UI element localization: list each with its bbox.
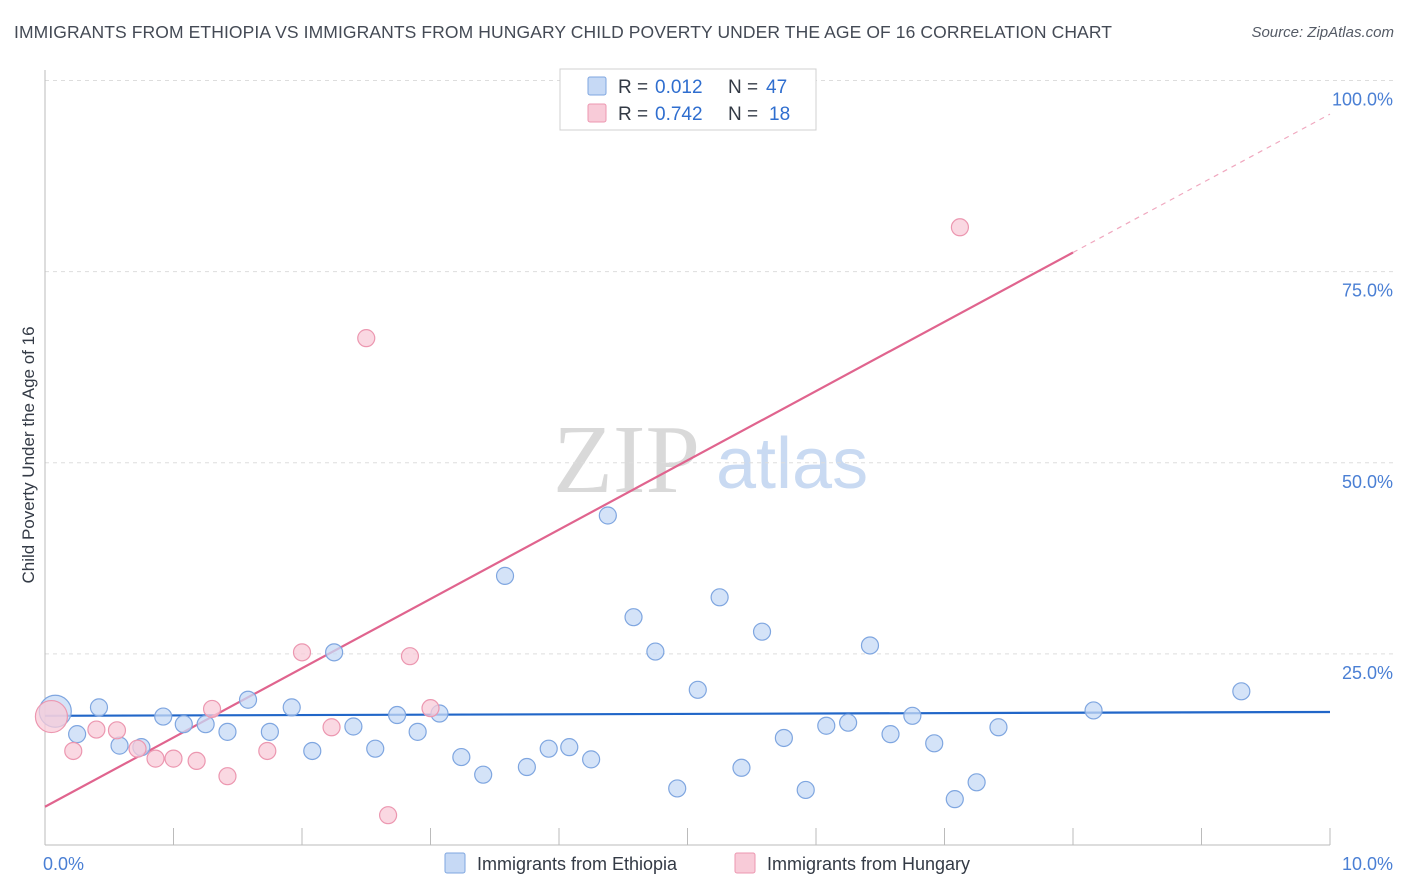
point-ethiopia-42 [945,790,964,809]
point-ethiopia-8 [218,722,237,741]
watermark-zip: ZIP [553,406,700,514]
legend-r-value-hungary: 0.742 [655,104,703,125]
point-hungary-9 [218,767,237,786]
legend-n-label-ethiopia: N = [728,77,758,98]
point-ethiopia-30 [688,680,707,699]
point-ethiopia-13 [325,643,344,662]
point-ethiopia-21 [495,566,515,585]
chart-title: IMMIGRANTS FROM ETHIOPIA VS IMMIGRANTS F… [14,22,1113,42]
legend-swatch-ethiopia [587,76,607,96]
point-ethiopia-11 [282,698,301,717]
point-ethiopia-39 [881,725,900,744]
y-tick-label-50: 50.0% [1342,472,1393,492]
point-ethiopia-29 [668,779,687,798]
point-ethiopia-44 [989,718,1008,737]
x-axis-ticks [44,828,1331,845]
gridlines [45,80,1395,655]
point-ethiopia-35 [796,780,815,800]
point-hungary-15 [400,647,420,666]
y-axis-tick-labels: 25.0% 50.0% 75.0% 100.0% [1332,90,1393,683]
y-tick-label-100: 100.0% [1332,90,1393,110]
point-hungary-4 [128,739,147,758]
point-ethiopia-36 [817,716,836,735]
x-tick-label-min: 0.0% [43,854,84,874]
point-ethiopia-41 [925,734,944,753]
point-hungary-7 [187,751,206,771]
y-axis-label: Child Poverty Under the Age of 16 [19,326,38,583]
point-hungary-10 [258,741,277,761]
point-ethiopia-15 [366,739,385,758]
point-ethiopia-9 [238,690,258,709]
point-ethiopia-17 [408,722,427,741]
point-hungary-3 [107,721,127,740]
point-ethiopia-2 [89,698,109,717]
point-ethiopia-37 [839,713,858,732]
point-hungary-6 [164,749,183,768]
series-legend-label-hungary: Immigrants from Hungary [767,854,970,874]
point-ethiopia-6 [174,715,193,734]
legend-n-label-hungary: N = [728,104,758,125]
point-ethiopia-10 [260,722,279,741]
correlation-legend: R = 0.012 N = 47 R = 0.742 N = 18 [559,68,817,131]
point-hungary-17 [950,218,970,237]
watermark-atlas: atlas [716,424,868,504]
legend-r-value-ethiopia: 0.012 [655,77,703,98]
point-ethiopia-38 [860,636,880,655]
point-ethiopia-12 [303,741,322,761]
point-hungary-13 [357,329,376,348]
point-ethiopia-43 [967,773,986,792]
series-legend: Immigrants from Ethiopia Immigrants from… [444,852,970,874]
point-ethiopia-34 [774,728,793,748]
point-ethiopia-25 [582,750,601,769]
x-tick-label-max: 10.0% [1342,854,1393,874]
point-ethiopia-33 [752,622,772,641]
legend-r-label-hungary: R = [618,104,648,125]
point-ethiopia-22 [517,757,536,777]
point-hungary-16 [421,699,440,718]
y-tick-label-25: 25.0% [1342,663,1393,683]
point-hungary-2 [87,720,106,739]
point-ethiopia-27 [624,608,643,627]
legend-r-label-ethiopia: R = [618,77,648,98]
point-ethiopia-45 [1084,701,1103,720]
point-ethiopia-28 [646,642,665,661]
point-hungary-5 [146,749,165,768]
point-hungary-1 [64,741,83,761]
point-ethiopia-40 [903,706,922,725]
point-hungary-0 [34,699,69,734]
point-ethiopia-32 [732,758,751,777]
point-ethiopia-7 [196,715,215,734]
point-ethiopia-5 [154,707,173,726]
point-ethiopia-26 [598,506,617,525]
series-legend-swatch-hungary [734,852,756,874]
point-ethiopia-23 [539,739,558,758]
data-points [34,218,1251,825]
point-ethiopia-16 [387,705,407,725]
trend-lines [44,113,1331,808]
legend-swatch-hungary [587,103,607,123]
point-ethiopia-19 [452,747,471,767]
point-ethiopia-20 [474,765,493,784]
point-ethiopia-3 [110,736,129,755]
legend-n-value-ethiopia: 47 [766,77,787,98]
watermark: ZIP atlas [553,406,868,514]
point-hungary-8 [202,699,222,719]
point-hungary-12 [322,718,341,737]
point-hungary-11 [292,643,312,662]
trend-line-hungary-extension [1072,113,1331,254]
legend-n-value-hungary: 18 [769,104,790,125]
trend-line-ethiopia [44,710,1331,717]
source-credit: Source: ZipAtlas.com [1251,24,1394,41]
point-ethiopia-46 [1232,682,1251,701]
y-tick-label-75: 75.0% [1342,281,1393,301]
point-hungary-14 [378,806,398,825]
point-ethiopia-24 [560,738,579,757]
series-legend-label-ethiopia: Immigrants from Ethiopia [477,854,678,874]
point-ethiopia-1 [68,725,87,744]
point-ethiopia-31 [710,588,729,607]
point-ethiopia-14 [344,717,363,736]
series-legend-swatch-ethiopia [444,852,466,874]
